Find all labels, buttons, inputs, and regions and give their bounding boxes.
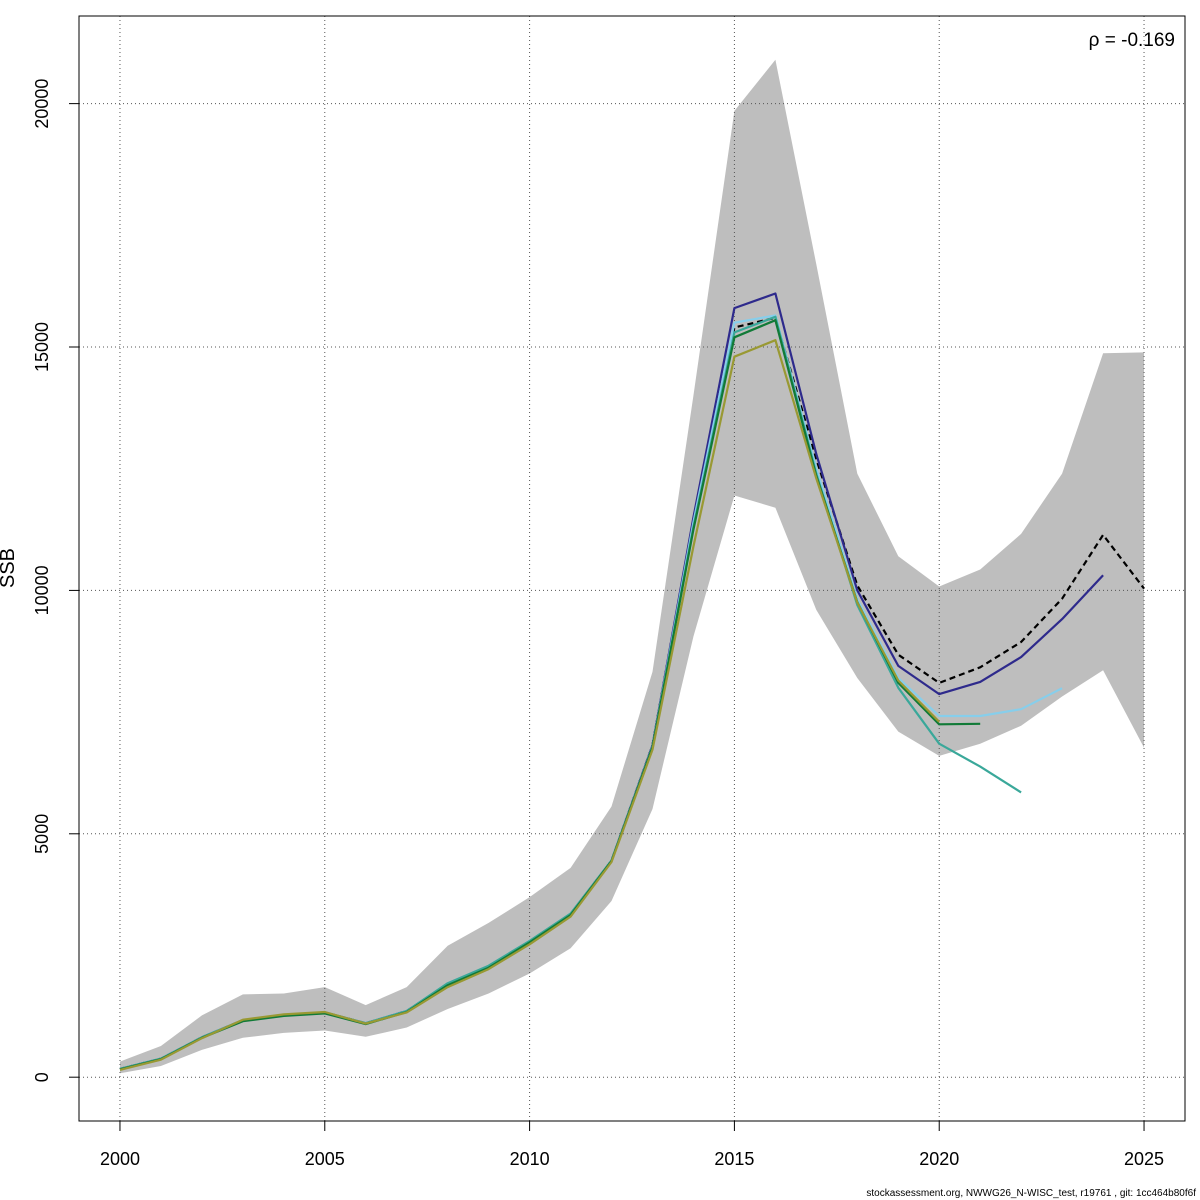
y-axis-label: SSB bbox=[0, 548, 19, 588]
x-axis-label: Y bbox=[607, 1197, 620, 1200]
series-lines bbox=[119, 292, 1145, 1071]
y-tick-label-15000: 15000 bbox=[32, 322, 52, 372]
x-tick-label-2000: 2000 bbox=[100, 1149, 140, 1169]
confidence-band-area bbox=[120, 59, 1144, 1074]
x-tick-label-2020: 2020 bbox=[919, 1149, 959, 1169]
x-tick-label-2010: 2010 bbox=[510, 1149, 550, 1169]
y-tick-label-20000: 20000 bbox=[32, 79, 52, 129]
y-tick-label-10000: 10000 bbox=[32, 565, 52, 615]
series-line-5 bbox=[119, 339, 940, 1071]
x-tick-label-2015: 2015 bbox=[714, 1149, 754, 1169]
x-tick-label-2025: 2025 bbox=[1124, 1149, 1164, 1169]
y-axis: 0 5000 10000 15000 20000 bbox=[32, 79, 80, 1082]
y-tick-label-0: 0 bbox=[32, 1072, 52, 1082]
footer-credit: stockassessment.org, NWWG26_N-WISC_test,… bbox=[866, 1188, 1196, 1199]
grid bbox=[79, 16, 1185, 1121]
confidence-band bbox=[120, 59, 1144, 1074]
x-axis: 2000 2005 2010 2015 2020 2025 bbox=[100, 1120, 1164, 1169]
y-tick-label-5000: 5000 bbox=[32, 814, 52, 854]
rho-annotation: ρ = -0.169 bbox=[1089, 30, 1175, 51]
x-tick-label-2005: 2005 bbox=[305, 1149, 345, 1169]
